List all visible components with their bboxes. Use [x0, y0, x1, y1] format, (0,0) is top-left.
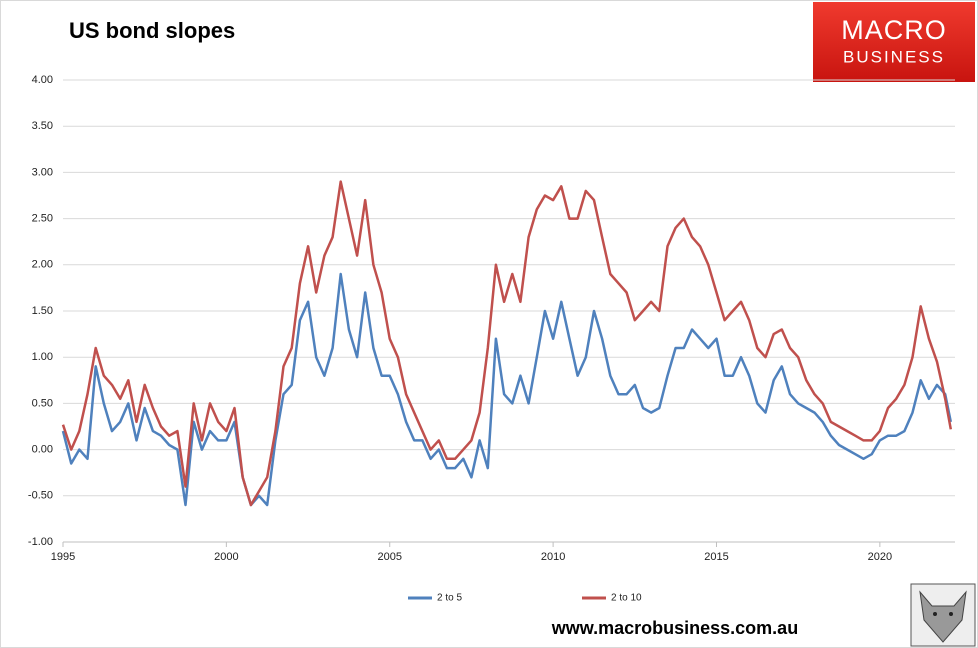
- y-tick-label: 2.00: [32, 259, 53, 271]
- series-line: [61, 272, 953, 507]
- x-tick-label: 2010: [541, 551, 565, 563]
- y-tick-label: -0.50: [28, 490, 53, 502]
- y-tick-label: 1.50: [32, 305, 53, 317]
- y-tick-label: 3.50: [32, 120, 53, 132]
- x-tick-label: 2015: [704, 551, 728, 563]
- x-tick-label: 2005: [377, 551, 401, 563]
- wolf-icon: [910, 583, 976, 647]
- y-tick-label: 0.50: [32, 397, 53, 409]
- legend-label: 2 to 10: [611, 593, 642, 604]
- x-tick-label: 2020: [868, 551, 892, 563]
- footer-url: www.macrobusiness.com.au: [551, 618, 798, 638]
- y-tick-label: -1.00: [28, 536, 53, 548]
- y-tick-label: 1.00: [32, 351, 53, 363]
- logo-box: [813, 2, 975, 82]
- y-tick-label: 3.00: [32, 166, 53, 178]
- x-tick-label: 1995: [51, 551, 75, 563]
- chart-title: US bond slopes: [69, 18, 235, 43]
- x-tick-label: 2000: [214, 551, 238, 563]
- y-tick-label: 2.50: [32, 213, 53, 225]
- legend-label: 2 to 5: [437, 593, 462, 604]
- y-tick-label: 0.00: [32, 444, 53, 456]
- logo-text: MACRO: [841, 15, 947, 45]
- logo-text: BUSINESS: [843, 47, 945, 66]
- y-tick-label: 4.00: [32, 74, 53, 86]
- series-line: [61, 180, 953, 507]
